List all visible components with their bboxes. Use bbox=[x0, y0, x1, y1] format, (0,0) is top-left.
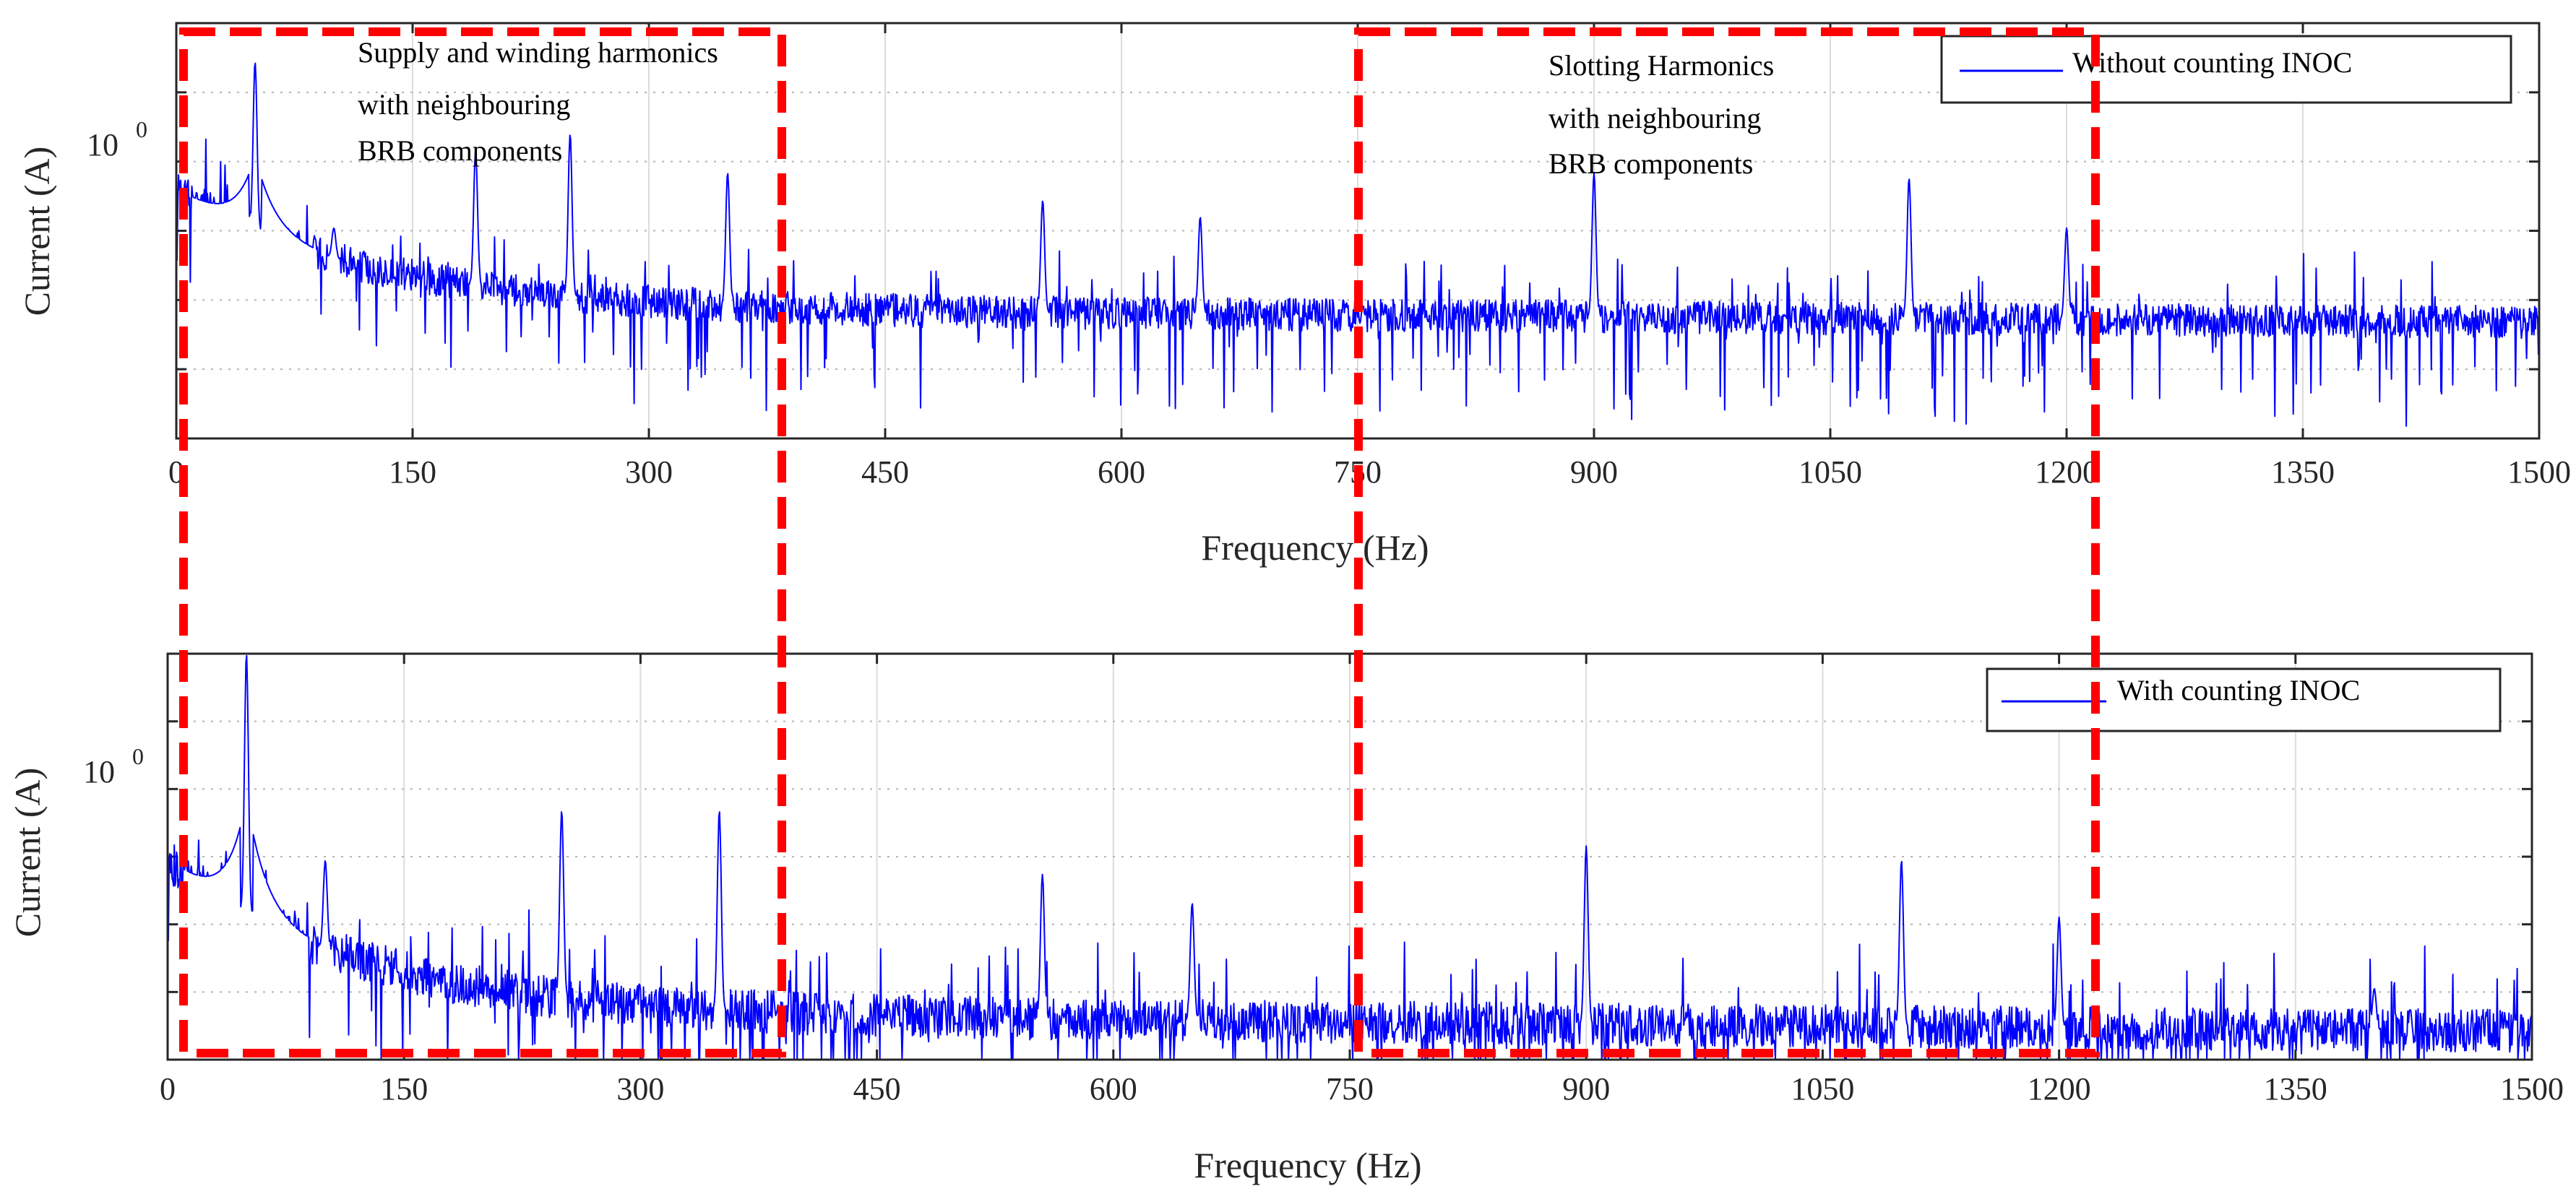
highlight-regions bbox=[179, 27, 2100, 1057]
x-tick-label: 150 bbox=[389, 454, 436, 490]
x-tick-label: 1350 bbox=[2271, 454, 2335, 490]
top-ytick-label: 10 0 bbox=[87, 116, 147, 163]
x-tick-label: 450 bbox=[861, 454, 909, 490]
x-tick-label: 300 bbox=[616, 1071, 664, 1107]
annotation-left-line-1: Supply and winding harmonics bbox=[358, 36, 718, 69]
highlight-supply-winding-region bbox=[179, 27, 786, 1057]
x-tick-label: 1050 bbox=[1799, 454, 1862, 490]
x-tick-label: 1200 bbox=[2028, 1071, 2091, 1107]
x-tick-label: 600 bbox=[1090, 1071, 1137, 1107]
top-annotation-right: Slotting Harmonics with neighbouring BRB… bbox=[1548, 49, 1774, 180]
top-plot: 10 0 0 150 300 450 600 750 900 1050 1200 1350 1500… bbox=[17, 22, 2571, 568]
x-tick-label: 300 bbox=[625, 454, 673, 490]
bottom-y-axis-label: Current (A) bbox=[7, 768, 48, 938]
x-tick-label: 150 bbox=[380, 1071, 428, 1107]
top-spectrum-line bbox=[176, 62, 2540, 427]
x-tick-label: 1050 bbox=[1791, 1071, 1854, 1107]
annotation-left-line-2: with neighbouring bbox=[358, 88, 570, 121]
x-tick-label: 450 bbox=[853, 1071, 901, 1107]
x-tick-label: 1200 bbox=[2035, 454, 2098, 490]
annotation-right-line-3: BRB components bbox=[1548, 147, 1753, 180]
x-tick-label: 900 bbox=[1562, 1071, 1610, 1107]
top-x-axis-label: Frequency (Hz) bbox=[1201, 527, 1429, 568]
top-x-tick-labels: 0 150 300 450 600 750 900 1050 1200 1350 1500 bbox=[168, 454, 2571, 490]
top-y-axis-label: Current (A) bbox=[17, 147, 57, 316]
bottom-legend-label: With counting INOC bbox=[2117, 674, 2360, 706]
top-ytick-base: 10 bbox=[87, 127, 119, 163]
top-ytick-exp: 0 bbox=[136, 116, 147, 142]
x-tick-label: 1350 bbox=[2264, 1071, 2327, 1107]
x-tick-label: 1500 bbox=[2507, 454, 2571, 490]
x-tick-label: 600 bbox=[1098, 454, 1145, 490]
x-tick-label: 0 bbox=[160, 1071, 176, 1107]
highlight-slotting-region bbox=[1354, 27, 2100, 1057]
bottom-legend: With counting INOC bbox=[1986, 667, 2502, 732]
bottom-axes-box bbox=[166, 652, 2533, 1061]
x-tick-label: 900 bbox=[1570, 454, 1618, 490]
bottom-ytick-exp: 0 bbox=[132, 743, 144, 769]
bottom-ytick-label: 10 0 bbox=[83, 743, 144, 789]
bottom-plot: 10 0 0 150 300 450 600 750 900 1050 1200 1350 1500… bbox=[7, 652, 2564, 1185]
top-annotation-left: Supply and winding harmonics with neighb… bbox=[358, 36, 718, 167]
top-legend-label: Without counting INOC bbox=[2072, 46, 2352, 79]
bottom-x-axis-label: Frequency (Hz) bbox=[1194, 1145, 1421, 1185]
top-legend: Without counting INOC bbox=[1940, 35, 2512, 104]
bottom-ytick-base: 10 bbox=[83, 754, 115, 789]
bottom-spectrum-line bbox=[167, 654, 2533, 1060]
annotation-right-line-1: Slotting Harmonics bbox=[1548, 49, 1774, 82]
bottom-legend-box bbox=[1986, 667, 2502, 732]
x-tick-label: 750 bbox=[1326, 1071, 1374, 1107]
bottom-x-tick-labels: 0 150 300 450 600 750 900 1050 1200 1350 1500 bbox=[160, 1071, 2564, 1107]
x-tick-label: 1500 bbox=[2500, 1071, 2564, 1107]
top-legend-box bbox=[1940, 35, 2512, 104]
annotation-right-line-2: with neighbouring bbox=[1548, 102, 1761, 134]
annotation-left-line-3: BRB components bbox=[358, 134, 562, 167]
